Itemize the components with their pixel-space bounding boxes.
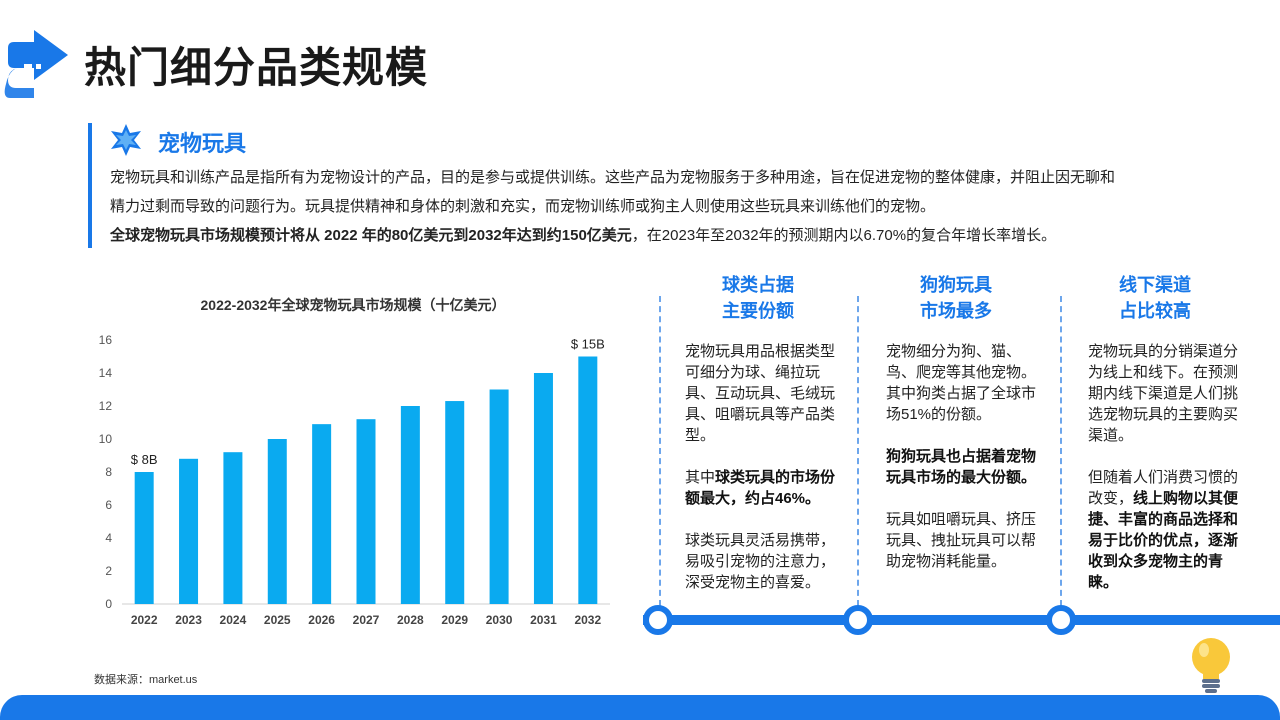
bar-2032 [578,356,598,604]
data-label: $ 8B [131,452,158,467]
y-tick-label: 6 [105,498,112,512]
y-tick-label: 2 [105,564,112,578]
bar-2024 [223,452,243,604]
column-3-title-line-1: 线下渠道 [1119,275,1191,295]
timeline-node-2 [843,605,873,635]
column-2-paragraph-1: 宠物细分为狗、猫、鸟、爬宠等其他宠物。其中狗类占据了全球市场51%的份额。 [886,343,1037,423]
arrow-logo-icon [4,30,68,98]
section-title: 宠物玩具 [158,131,247,156]
column-3-highlight: 线上购物以其便捷、丰富的商品选择和易于比价的优点，逐渐收到众多宠物主的青睐。 [1088,490,1239,591]
star-icon [111,124,141,156]
bar-2022 [134,472,154,604]
intro-text: 宠物玩具和训练产品是指所有为宠物设计的产品，目的是参与或提供训练。这些产品为宠物… [110,163,1200,250]
intro-line-1: 宠物玩具和训练产品是指所有为宠物设计的产品，目的是参与或提供训练。这些产品为宠物… [110,169,1116,186]
column-1-body: 宠物玩具用品根据类型可细分为球、绳拉玩具、互动玩具、毛绒玩具、咀嚼玩具等产品类型… [685,341,843,614]
intro-line-3-rest: ，在2023年至2032年的预测期内以6.70%的复合年增长率增长。 [631,227,1057,244]
data-source: 数据来源：market.us [94,674,198,686]
column-2-body: 宠物细分为狗、猫、鸟、爬宠等其他宠物。其中狗类占据了全球市场51%的份额。 狗狗… [886,341,1044,593]
timeline-line [643,615,1280,625]
column-3-paragraph-1: 宠物玩具的分销渠道分为线上和线下。在预测期内线下渠道是人们挑选宠物玩具的主要购买… [1088,343,1239,444]
bar-2027 [356,419,376,604]
column-3-paragraph-2-text: 但随着人们消费习惯的改变， [1088,469,1239,507]
column-1-paragraph-1: 宠物玩具用品根据类型可细分为球、绳拉玩具、互动玩具、毛绒玩具、咀嚼玩具等产品类型… [685,343,836,444]
x-tick-label: 2029 [441,613,468,627]
column-2-title: 狗狗玩具 市场最多 [871,272,1041,324]
x-tick-label: 2023 [175,613,202,627]
x-tick-label: 2026 [308,613,335,627]
column-3-body: 宠物玩具的分销渠道分为线上和线下。在预测期内线下渠道是人们挑选宠物玩具的主要购买… [1088,341,1246,614]
column-2-paragraph-2: 狗狗玩具也占据着宠物玩具市场的最大份额。 [886,446,1044,488]
x-tick-label: 2022 [131,613,158,627]
y-tick-label: 10 [99,432,113,446]
intro-line-2: 精力过剩而导致的问题行为。玩具提供精神和身体的刺激和充实，而宠物训练师或狗主人则… [110,198,936,215]
timeline-node-1 [643,605,673,635]
x-tick-label: 2030 [486,613,513,627]
bar-2030 [489,389,509,604]
lightbulb-icon [1192,638,1230,693]
column-3-title: 线下渠道 占比较高 [1070,272,1240,324]
x-tick-label: 2032 [574,613,601,627]
timeline-node-3 [1046,605,1076,635]
footer-bar [0,695,1280,720]
x-tick-label: 2027 [353,613,380,627]
data-label: $ 15B [571,337,605,352]
divider-line-2 [857,296,859,606]
bar-2023 [179,458,199,604]
x-tick-label: 2031 [530,613,557,627]
divider-line-1 [659,296,661,606]
column-2-title-line-1: 狗狗玩具 [920,275,992,295]
column-3-paragraph-2: 但随着人们消费习惯的改变，线上购物以其便捷、丰富的商品选择和易于比价的优点，逐渐… [1088,467,1246,593]
bar-2028 [400,406,420,604]
y-tick-label: 0 [105,597,112,611]
x-tick-label: 2024 [220,613,247,627]
bar-2031 [533,373,553,604]
y-tick-label: 12 [99,399,113,413]
column-2-highlight: 狗狗玩具也占据着宠物玩具市场的最大份额。 [886,448,1037,486]
x-tick-label: 2028 [397,613,424,627]
bar-2029 [445,401,465,604]
column-2-title-line-2: 市场最多 [920,301,992,321]
market-size-bar-chart: 2022-2032年全球宠物玩具市场规模（十亿美元） 0 2 4 6 8 10 12 14 16 2… [99,297,610,627]
column-2-paragraph-3: 玩具如咀嚼玩具、挤压玩具、拽扯玩具可以帮助宠物消耗能量。 [886,511,1037,570]
y-tick-label: 14 [99,366,113,380]
y-tick-label: 4 [105,531,112,545]
intro-section: 宠物玩具 宠物玩具和训练产品是指所有为宠物设计的产品，目的是参与或提供训练。这些… [88,123,1198,248]
column-1-title-line-1: 球类占据 [722,275,794,295]
page-title: 热门细分品类规模 [84,44,429,91]
column-1-title-line-2: 主要份额 [722,301,794,321]
bar-2026 [312,424,332,604]
column-1-title: 球类占据 主要份额 [673,272,843,324]
column-1-highlight: 球类玩具的市场份额最大，约占46%。 [685,469,836,507]
chart-title: 2022-2032年全球宠物玩具市场规模（十亿美元） [201,297,506,313]
column-1-paragraph-2-text: 其中 [685,469,716,486]
intro-line-3: 全球宠物玩具市场规模预计将从 2022 年的80亿美元到2032年达到约150亿… [110,221,1200,250]
bar-2025 [267,439,287,604]
column-3-title-line-2: 占比较高 [1119,301,1191,321]
y-tick-label: 8 [105,465,112,479]
y-tick-label: 16 [99,333,113,347]
intro-highlight: 全球宠物玩具市场规模预计将从 2022 年的80亿美元到2032年达到约150亿… [110,227,632,244]
column-1-paragraph-2: 其中球类玩具的市场份额最大，约占46%。 [685,467,843,509]
column-1-paragraph-3: 球类玩具灵活易携带，易吸引宠物的注意力，深受宠物主的喜爱。 [685,532,836,591]
x-tick-label: 2025 [264,613,291,627]
divider-line-3 [1060,296,1062,606]
